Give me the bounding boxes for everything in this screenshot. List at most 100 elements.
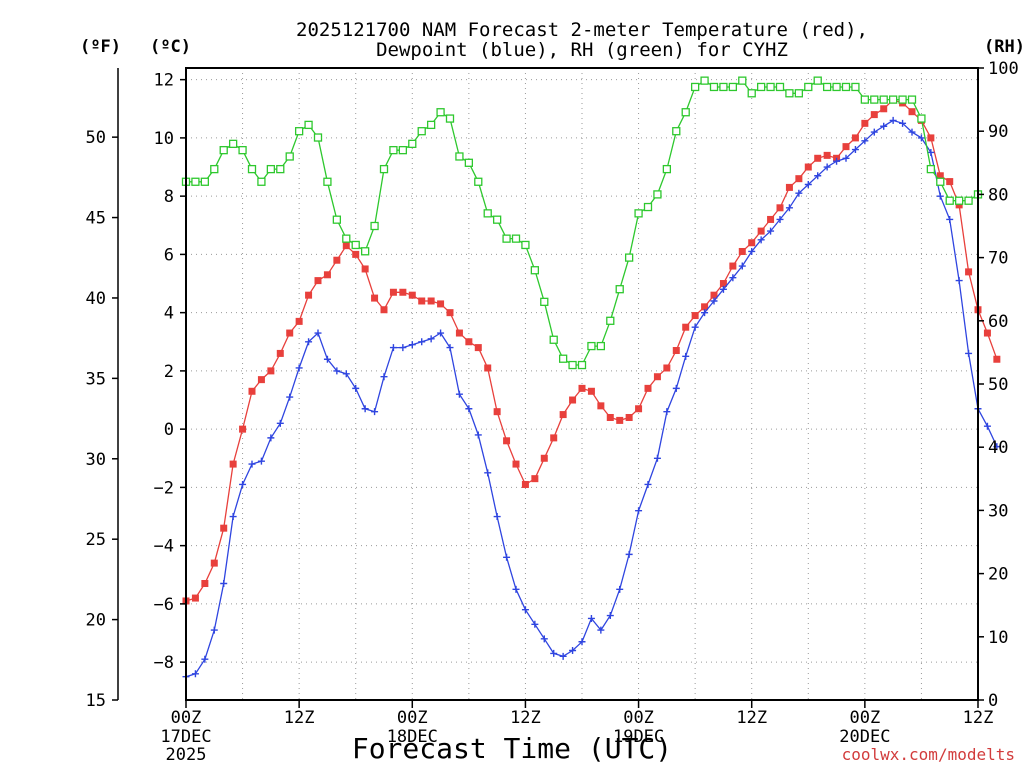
data-point-s2-11	[285, 152, 294, 161]
data-point-s0-17	[342, 242, 350, 250]
date-label-x-2: 18DEC	[387, 727, 438, 747]
data-point-s0-6	[239, 425, 247, 433]
data-point-s1-16	[333, 367, 341, 375]
data-point-s2-72	[860, 95, 870, 104]
data-point-s0-25	[418, 297, 426, 305]
data-point-s0-26	[427, 297, 435, 305]
data-point-s1-8	[257, 457, 265, 465]
series-layer	[181, 76, 1001, 681]
data-point-s0-80	[936, 172, 944, 180]
data-point-s0-21	[380, 306, 388, 314]
data-point-s2-79	[926, 164, 936, 174]
data-point-s2-1	[191, 177, 200, 186]
data-point-s0-15	[323, 271, 331, 279]
data-point-s0-63	[776, 204, 784, 212]
series-0	[182, 96, 1001, 605]
data-point-s1-5	[229, 513, 237, 521]
data-point-s2-45	[606, 316, 615, 325]
data-point-s1-45	[606, 612, 614, 620]
data-point-s0-86	[993, 355, 1001, 363]
data-point-s0-64	[785, 183, 793, 191]
data-point-s1-61	[757, 236, 765, 244]
unit-rh-label: (RH)	[984, 37, 1024, 57]
series-1	[182, 116, 1001, 681]
data-point-s0-10	[276, 349, 284, 357]
data-point-s1-53	[682, 352, 690, 360]
data-point-s2-67	[813, 76, 822, 85]
data-point-s1-31	[474, 431, 482, 439]
data-point-s2-41	[568, 360, 577, 370]
data-point-s1-56	[710, 297, 718, 305]
x-axis-title: Forecast Time (UTC)	[352, 732, 672, 765]
data-point-s0-4	[220, 524, 228, 532]
data-point-s0-56	[710, 291, 718, 299]
tick-label-f-3: 35	[86, 369, 106, 389]
data-point-s1-18	[352, 384, 360, 392]
data-point-s1-19	[361, 405, 369, 413]
data-point-s1-47	[625, 550, 633, 558]
data-point-s1-71	[851, 146, 859, 154]
tick-label-rh-2: 80	[988, 185, 1008, 205]
data-point-s2-15	[323, 177, 332, 186]
data-point-s2-28	[445, 114, 455, 123]
tick-label-x-2: 00Z	[397, 708, 428, 728]
data-point-s0-34	[503, 437, 511, 445]
data-point-s2-64	[785, 89, 794, 98]
data-point-s1-26	[427, 335, 435, 343]
data-point-s0-54	[691, 312, 699, 320]
data-point-s1-52	[672, 384, 680, 392]
tick-label-rh-7: 30	[988, 501, 1008, 521]
tick-label-x-7: 12Z	[963, 708, 994, 728]
data-point-s0-27	[437, 300, 445, 308]
data-point-s1-50	[653, 454, 661, 462]
data-point-s2-3	[210, 164, 219, 174]
data-point-s1-3	[210, 626, 218, 634]
data-point-s1-79	[927, 148, 935, 156]
data-point-s2-30	[464, 158, 474, 167]
data-point-s0-14	[314, 277, 322, 285]
data-point-s0-51	[663, 364, 671, 372]
data-point-s1-24	[408, 341, 416, 349]
data-point-s0-31	[474, 344, 482, 352]
data-point-s0-12	[295, 317, 303, 325]
data-point-s1-4	[220, 580, 228, 588]
tick-label-rh-1: 90	[988, 122, 1008, 142]
data-point-s0-9	[267, 367, 275, 375]
data-point-s0-18	[352, 250, 360, 258]
data-point-s0-35	[512, 460, 520, 468]
unit-fahrenheit-label: (ºF)	[80, 37, 121, 57]
data-point-s2-44	[596, 341, 606, 351]
data-point-s2-24	[408, 139, 417, 148]
data-point-s1-57	[719, 285, 727, 293]
data-point-s1-69	[833, 157, 841, 165]
data-point-s0-37	[531, 475, 539, 483]
tick-label-f-0: 50	[86, 128, 106, 148]
data-point-s1-33	[493, 513, 501, 521]
data-point-s2-35	[511, 234, 521, 243]
data-point-s0-33	[493, 408, 501, 416]
date-label-x-6: 20DEC	[839, 727, 890, 747]
chart-title: 2025121700 NAM Forecast 2-meter Temperat…	[296, 19, 868, 41]
data-point-s0-13	[305, 291, 313, 299]
data-point-s0-70	[842, 143, 850, 151]
chart-subtitle: Dewpoint (blue), RH (green) for CYHZ	[376, 39, 788, 61]
tick-label-rh-3: 70	[988, 249, 1008, 269]
data-point-s2-59	[738, 76, 747, 85]
data-point-s0-20	[371, 294, 379, 302]
data-point-s1-41	[569, 646, 577, 654]
data-point-s0-40	[559, 411, 567, 419]
data-point-s2-73	[870, 95, 879, 104]
tick-label-f-7: 15	[86, 691, 106, 711]
data-point-s1-83	[965, 349, 973, 357]
data-point-s1-23	[399, 344, 407, 352]
tick-label-x-1: 12Z	[284, 708, 315, 728]
tick-label-rh-4: 60	[988, 312, 1008, 332]
data-point-s2-29	[455, 152, 464, 161]
data-point-s1-14	[314, 329, 322, 337]
series-2	[181, 76, 983, 370]
data-point-s0-43	[587, 387, 595, 395]
data-point-s0-67	[814, 154, 822, 162]
data-point-s2-76	[898, 95, 907, 104]
data-point-s2-49	[643, 202, 653, 212]
tick-label-f-2: 40	[86, 289, 106, 309]
